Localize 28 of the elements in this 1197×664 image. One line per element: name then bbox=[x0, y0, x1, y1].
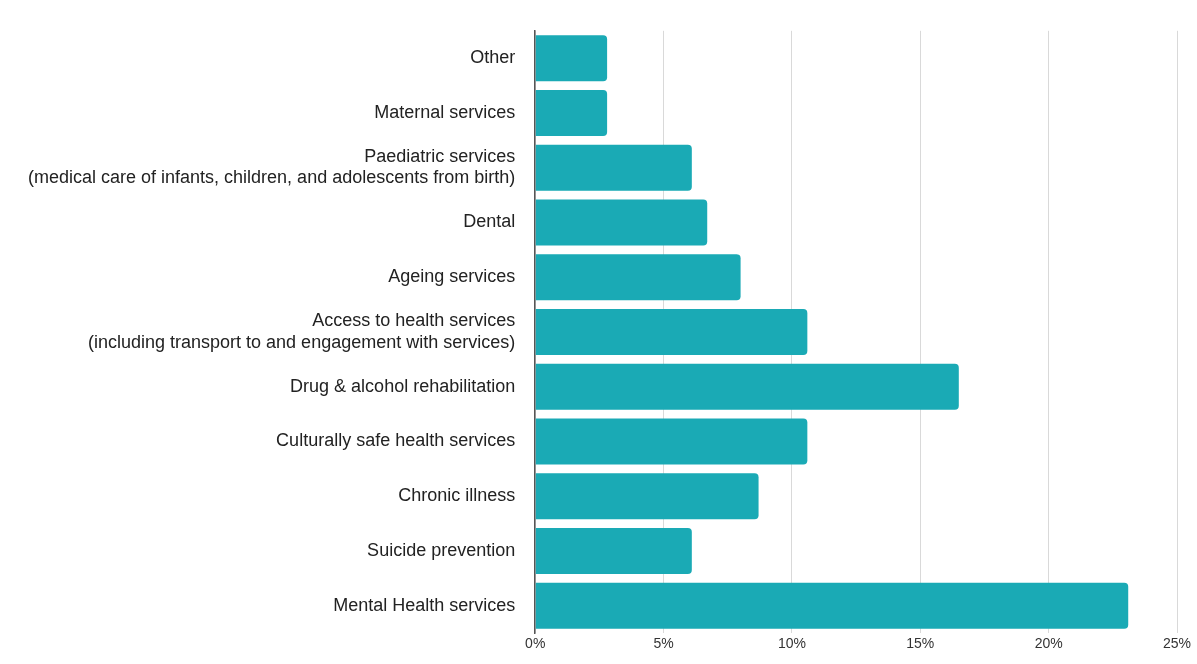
x-tick-label: 10% bbox=[777, 635, 806, 652]
bar bbox=[535, 35, 608, 82]
bar bbox=[535, 254, 741, 301]
bar bbox=[535, 144, 692, 191]
y-tick-label: Other bbox=[470, 47, 516, 68]
bar bbox=[535, 89, 608, 136]
x-tick-label: 20% bbox=[1034, 635, 1063, 652]
x-tick-label: 15% bbox=[906, 635, 935, 652]
bar bbox=[535, 528, 692, 575]
y-tick-label: Chronic illness bbox=[398, 485, 516, 506]
x-tick-label: 25% bbox=[1162, 635, 1192, 652]
y-tick-label: Ageing services bbox=[388, 266, 516, 287]
bar bbox=[535, 199, 708, 246]
y-tick-label: Mental Health services bbox=[333, 594, 516, 615]
bar bbox=[535, 473, 759, 520]
bar bbox=[535, 582, 1129, 629]
bar bbox=[535, 363, 959, 410]
y-tick-label: Maternal services bbox=[374, 101, 516, 122]
y-tick-label: Culturally safe health services bbox=[276, 430, 516, 451]
x-tick-label: 5% bbox=[653, 635, 674, 652]
bar bbox=[535, 418, 808, 465]
y-tick-label: Paediatric services (medical care of infants, children, and adolescents from birth) bbox=[28, 145, 516, 188]
bar bbox=[535, 309, 808, 355]
y-tick-label: Drug & alcohol rehabilitation bbox=[290, 375, 516, 396]
y-tick-label: Suicide prevention bbox=[367, 540, 516, 561]
y-tick-label: Access to health services (including transport to and engagement with services) bbox=[88, 310, 516, 352]
x-tick-label: 0% bbox=[525, 635, 546, 652]
y-tick-label: Dental bbox=[463, 211, 516, 232]
